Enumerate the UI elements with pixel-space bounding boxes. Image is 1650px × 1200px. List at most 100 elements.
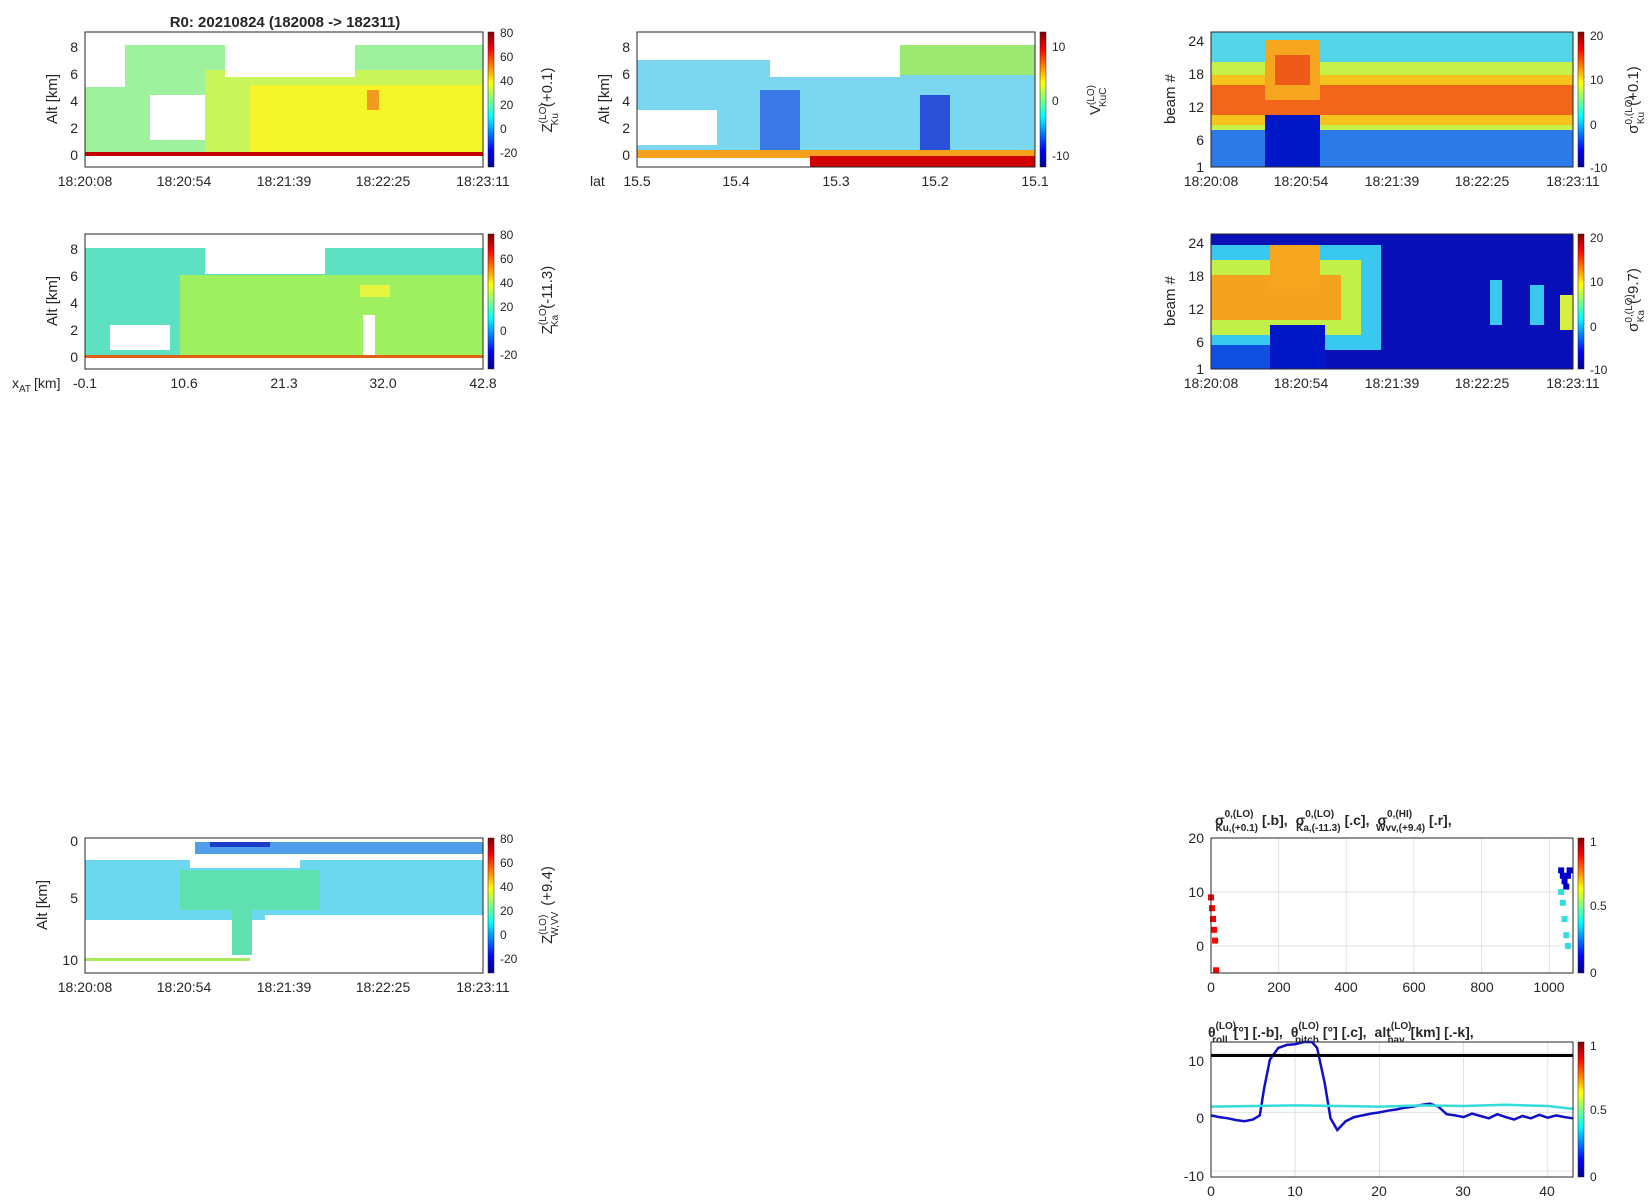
panel-sigma0-scatter: σ0,(LO) Ku,(+0.1)[.b], σ0,(LO) Ka,(-11.3)[.… bbox=[1188, 809, 1607, 995]
colorbar: 10 0 -10 V(LO)KuC bbox=[1039, 31, 1109, 168]
y-tick: 0 bbox=[1196, 1110, 1204, 1126]
y-tick: 18 bbox=[1188, 268, 1204, 284]
y-tick: 5 bbox=[70, 890, 78, 906]
y-ticks: 20 10 0 bbox=[1188, 830, 1204, 954]
scatter-point bbox=[1559, 899, 1566, 906]
scatter-point bbox=[1561, 878, 1568, 885]
y-axis-label: Alt [km] bbox=[44, 276, 61, 326]
y-tick: 4 bbox=[622, 93, 630, 109]
panel-title: θ(LO) roll[°] [.-b], θ(LO) pitch[°] [.c], al… bbox=[1208, 1021, 1474, 1046]
surface-return bbox=[85, 958, 250, 961]
x-tick: 18:20:54 bbox=[1274, 375, 1329, 391]
rain-column bbox=[232, 900, 252, 955]
colorbar-tick: 60 bbox=[500, 856, 514, 870]
high-sigma-region bbox=[1270, 245, 1320, 295]
x-tick: 18:23:11 bbox=[1546, 173, 1600, 189]
y-tick: 4 bbox=[70, 295, 78, 311]
y-axis-label: beam # bbox=[1162, 275, 1179, 326]
colorbar-tick: 1 bbox=[1590, 1039, 1597, 1053]
x-tick: 200 bbox=[1267, 979, 1291, 995]
x-tick: 18:23:11 bbox=[456, 979, 510, 995]
frame bbox=[1210, 31, 1574, 168]
colorbar: 1 0.5 0 bbox=[1577, 835, 1607, 980]
panel-ka-sigma0: beam # 24 18 12 6 1 18:20:08 18:20:54 18… bbox=[1162, 231, 1647, 391]
colorbar-tick: 40 bbox=[500, 276, 514, 290]
downdraft-band bbox=[760, 90, 800, 150]
x-tick: 10.6 bbox=[170, 375, 197, 391]
x-tick: 18:22:25 bbox=[356, 173, 411, 189]
x-ticks: 0 200 400 600 800 1000 bbox=[1207, 979, 1565, 995]
clear-region-upper bbox=[205, 234, 325, 274]
x-tick: 0 bbox=[1207, 1183, 1215, 1199]
colorbar-tick: 0 bbox=[500, 324, 507, 338]
y-axis-label: Alt [km] bbox=[596, 74, 613, 124]
scatter-point bbox=[1212, 937, 1219, 944]
frame bbox=[636, 31, 1036, 168]
y-ticks: 10 0 -10 bbox=[1184, 1053, 1204, 1184]
echo-warm-spot bbox=[360, 285, 390, 297]
y-ticks: 10 5 0 bbox=[62, 833, 78, 968]
colorbar-tick: -20 bbox=[500, 348, 518, 362]
colorbar: 20 10 0 -10 σ0,(LO)Ka(-9.7) bbox=[1577, 231, 1647, 377]
high-sigma-core bbox=[1275, 55, 1310, 85]
grid bbox=[1211, 1042, 1573, 1177]
y-tick: 1 bbox=[1196, 159, 1204, 175]
frame bbox=[84, 837, 484, 974]
x-tick: 15.4 bbox=[722, 173, 749, 189]
x-tick: 18:22:25 bbox=[1455, 375, 1510, 391]
colorbar-tick: -20 bbox=[500, 952, 518, 966]
cyan-streak bbox=[1530, 285, 1544, 325]
surface-return bbox=[85, 152, 483, 156]
line-marks bbox=[1210, 1040, 1574, 1133]
series-line-roll bbox=[1210, 1040, 1574, 1133]
low-sigma-region bbox=[1270, 325, 1325, 369]
x-tick: 18:20:54 bbox=[1274, 173, 1329, 189]
y-axis-label: Alt [km] bbox=[34, 880, 51, 930]
y-ticks: 0 2 4 6 8 bbox=[622, 39, 630, 163]
colorbar-tick: 0 bbox=[1052, 94, 1059, 108]
colorbar-tick: 80 bbox=[500, 228, 514, 242]
x-tick: 15.1 bbox=[1021, 173, 1048, 189]
colorbar-tick: 0 bbox=[500, 122, 507, 136]
scatter-point bbox=[1563, 883, 1570, 890]
x-ticks: -0.1 10.6 21.3 32.0 42.8 bbox=[73, 375, 497, 391]
scatter-point bbox=[1559, 872, 1566, 879]
y-tick: 10 bbox=[62, 952, 78, 968]
clear-region-upper bbox=[770, 32, 900, 77]
colorbar-tick: 0.5 bbox=[1590, 1103, 1607, 1117]
frame bbox=[84, 233, 484, 370]
clear-lower-left bbox=[85, 920, 215, 965]
x-tick: 600 bbox=[1402, 979, 1426, 995]
x-tick: 20 bbox=[1371, 1183, 1387, 1199]
colorbar-tick: 10 bbox=[1052, 40, 1066, 54]
colorbar-tick: 40 bbox=[500, 74, 514, 88]
colorbar-gradient bbox=[1577, 837, 1585, 974]
y-tick: 6 bbox=[1196, 334, 1204, 350]
colorbar-tick: 20 bbox=[1590, 231, 1604, 245]
colorbar-tick: 20 bbox=[500, 300, 514, 314]
panel-title: σ0,(LO) Ku,(+0.1)[.b], σ0,(LO) Ka,(-11.3)[.… bbox=[1215, 809, 1452, 834]
colorbar-tick: 0 bbox=[1590, 966, 1597, 980]
colorbar-label: V(LO)KuC bbox=[1086, 85, 1109, 115]
panel-w-reflectivity: Alt [km] 10 5 0 18:20:08 18:20:54 18:21:… bbox=[34, 832, 561, 995]
y-tick: 0 bbox=[1196, 938, 1204, 954]
colorbar-label: σ0,(LO)Ka(-9.7) bbox=[1624, 268, 1647, 332]
y-tick: 1 bbox=[1196, 361, 1204, 377]
echo-core bbox=[180, 275, 483, 355]
colorbar-tick: 0 bbox=[1590, 320, 1597, 334]
scatter-point bbox=[1564, 872, 1571, 879]
colorbar-tick: 60 bbox=[500, 50, 514, 64]
figure-title: R0: 20210824 (182008 -> 182311) bbox=[170, 14, 401, 31]
y-tick: 0 bbox=[70, 833, 78, 849]
frame bbox=[1210, 233, 1574, 370]
x-ticks: 18:20:08 18:20:54 18:21:39 18:22:25 18:2… bbox=[58, 173, 510, 189]
series-line-pitch bbox=[1210, 1103, 1574, 1111]
y-tick: 2 bbox=[70, 120, 78, 136]
colorbar: 80 60 40 20 0 -20 Z(LO)Ka(-11.3) bbox=[487, 228, 561, 370]
frame bbox=[1210, 1041, 1574, 1178]
scatter-point bbox=[1561, 916, 1568, 922]
heatmap-ku-reflectivity bbox=[84, 31, 484, 168]
y-tick: 12 bbox=[1188, 99, 1204, 115]
colorbar-tick: 10 bbox=[1590, 73, 1604, 87]
surface-velocity bbox=[810, 156, 1035, 167]
